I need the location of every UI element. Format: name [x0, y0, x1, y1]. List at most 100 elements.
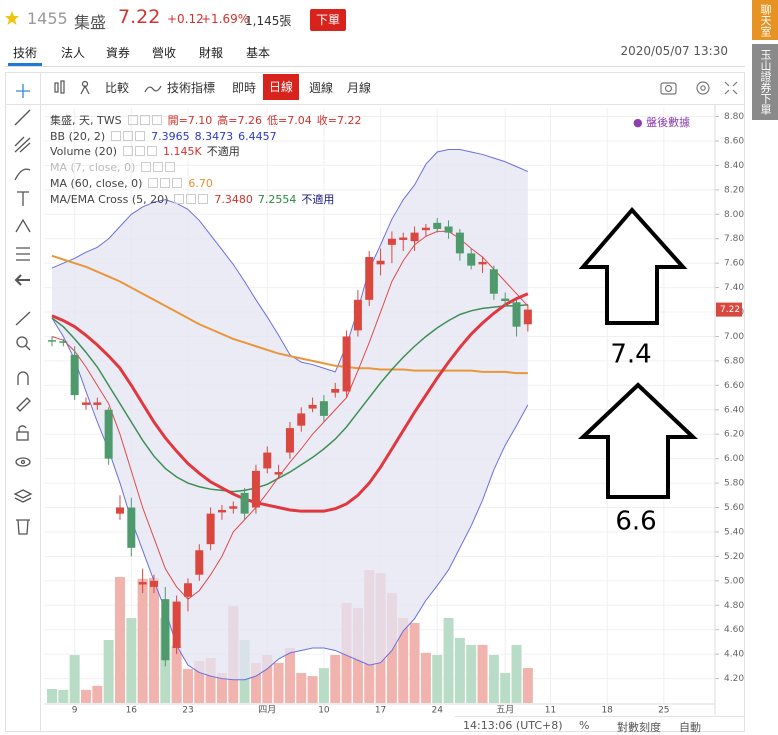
chat-button[interactable]: 聊天室: [752, 0, 778, 40]
candle-body: [149, 580, 158, 587]
toolbar-right-icons[interactable]: [658, 78, 742, 98]
legend-value: 7.2554: [257, 192, 297, 206]
tab[interactable]: 法人: [61, 46, 86, 60]
legend-value: 不適用: [301, 192, 335, 206]
indicator-line: [51, 303, 528, 493]
y-tick-label: 6.40: [724, 405, 744, 415]
x-tick-label: 11: [545, 706, 556, 716]
legend-row: BB (20, 2) 7.3965 8.3473 6.4457: [50, 129, 361, 145]
volume-bar: [250, 662, 261, 703]
volume-bar: [511, 644, 522, 703]
candle-body: [183, 583, 192, 597]
price-change-pct: +1.69%: [201, 12, 250, 26]
legend-value: 7.3480: [214, 192, 253, 206]
order-button[interactable]: 下單: [310, 9, 346, 31]
candle-body: [172, 601, 181, 649]
legend-icon: [165, 162, 176, 173]
x-tick-label: 25: [658, 706, 669, 716]
volume-bar: [58, 689, 69, 703]
x-tick-label: 24: [431, 706, 443, 716]
legend-value: 低=7.04: [267, 114, 312, 127]
tab[interactable]: 基本: [246, 46, 271, 60]
legend-icon: [123, 130, 134, 141]
y-tick-label: 4.80: [724, 601, 744, 611]
up-arrow: [577, 382, 699, 499]
toolbar-item[interactable]: 即時: [232, 81, 257, 95]
volume-bar: [522, 667, 533, 703]
toolbar-item-active[interactable]: 日線: [263, 74, 299, 100]
candle-body: [365, 257, 374, 300]
legend-icons: [173, 193, 209, 206]
y-tick-label: 4.40: [724, 650, 744, 660]
annotation: 7.4: [610, 340, 651, 370]
trade-button[interactable]: 玉山證券下單: [752, 44, 778, 120]
price-tag: 7.22: [720, 305, 740, 315]
annotation: 6.6: [615, 507, 656, 537]
tab[interactable]: 技術: [13, 46, 38, 60]
y-tick-label: 7.80: [724, 234, 744, 244]
volume-bar: [318, 668, 329, 703]
after-hours-label: ● 盤後數據: [633, 116, 691, 129]
volume-bar: [47, 688, 57, 703]
candle-body: [376, 260, 385, 265]
volume-bar: [409, 622, 420, 703]
legend-icon: [174, 193, 185, 204]
legend-value: 6.4457: [238, 129, 277, 143]
legend-icon: [127, 115, 138, 125]
candle-body: [331, 389, 340, 393]
volume-bar: [398, 618, 409, 703]
log-toggle[interactable]: 對數刻度: [617, 721, 661, 734]
y-tick-label: 7.40: [724, 283, 744, 293]
percent-toggle[interactable]: %: [579, 719, 590, 732]
clock: 14:13:06 (UTC+8): [463, 719, 563, 732]
legend-icon: [172, 177, 183, 188]
star-icon[interactable]: [4, 10, 20, 26]
candle-body: [240, 492, 249, 514]
candle-body: [501, 298, 510, 302]
candle-body: [455, 232, 464, 254]
legend-label: MA/EMA Cross (5, 20): [50, 192, 169, 206]
candle-body: [444, 226, 453, 233]
volume-bar: [307, 676, 318, 703]
candle-body: [342, 336, 351, 392]
candle-body: [206, 513, 215, 545]
volume-bar: [194, 661, 205, 703]
legend-icon: [153, 162, 164, 173]
x-tick-label: 10: [318, 706, 330, 716]
legend-value: 6.70: [188, 176, 213, 190]
tab[interactable]: 營收: [152, 46, 177, 60]
toolbar-item[interactable]: 技術指標: [167, 81, 216, 95]
legend-label: BB (20, 2): [50, 129, 106, 143]
auto-toggle[interactable]: 自動: [679, 721, 701, 734]
timestamp: 2020/05/07 13:30: [620, 44, 728, 58]
volume-bar: [148, 577, 159, 703]
candles: [48, 217, 532, 667]
toolbar-icons: [54, 80, 90, 95]
tab[interactable]: 資券: [106, 46, 131, 60]
volume-bar: [205, 658, 216, 703]
y-tick-label: 5.60: [724, 503, 744, 513]
candle-body: [433, 222, 442, 229]
toolbar-item[interactable]: 月線: [347, 81, 372, 95]
band-fill: [52, 149, 528, 680]
legend-icons: [140, 161, 176, 174]
legend-icon: [160, 177, 171, 188]
toolbar-item[interactable]: 比較: [105, 81, 130, 95]
volume-bar: [432, 654, 443, 703]
legend-icons: [147, 177, 183, 190]
tab[interactable]: 財報: [199, 46, 224, 60]
x-tick-label: 四月: [258, 705, 276, 716]
volume-bar: [500, 673, 511, 703]
drawing-tools[interactable]: [8, 80, 38, 540]
toolbar-item[interactable]: 週線: [309, 81, 334, 95]
y-tick-label: 6.00: [724, 454, 744, 464]
x-tick-label: 18: [601, 706, 613, 716]
candle-body: [297, 413, 306, 426]
legend-icon: [135, 130, 146, 141]
lines: [51, 230, 529, 600]
y-tick-label: 6.80: [724, 356, 744, 366]
candle-body: [308, 404, 317, 409]
y-tick-label: 8.40: [724, 161, 744, 171]
legend: 集盛, 天, TWS 開=7.10 高=7.26 低=7.04 收=7.22 BB (20…: [50, 113, 361, 207]
